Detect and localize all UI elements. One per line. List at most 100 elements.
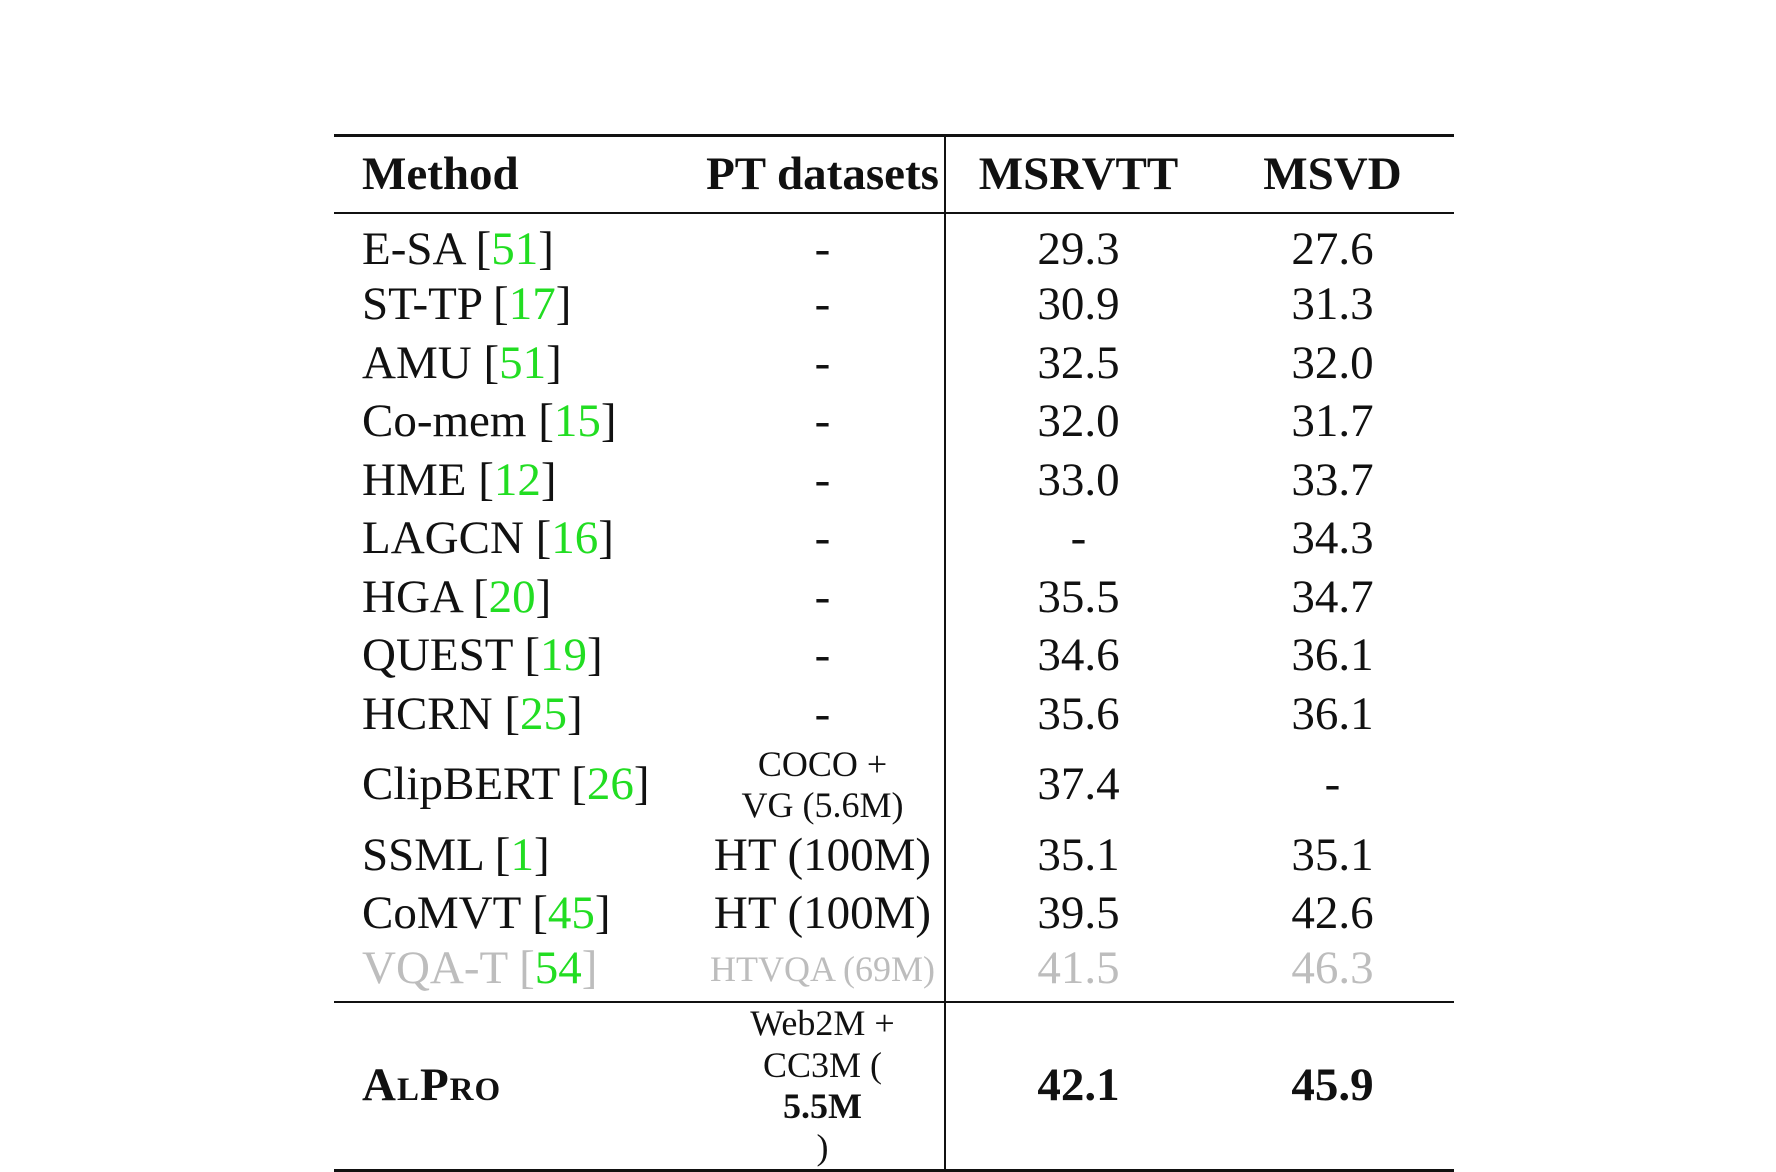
msrvtt-cell: 29.3 bbox=[1037, 223, 1120, 275]
citation-link[interactable]: 25 bbox=[520, 687, 567, 740]
msrvtt-cell: 41.5 bbox=[1037, 942, 1120, 995]
citation-link[interactable]: 16 bbox=[551, 512, 599, 565]
citation-link[interactable]: 12 bbox=[493, 453, 541, 506]
msrvtt-cell: 39.5 bbox=[1037, 887, 1120, 940]
msrvtt-cell: 35.6 bbox=[1037, 687, 1120, 740]
method-name: ClipBERT bbox=[362, 758, 560, 811]
table-row: CoMVT [45] HT (100M) 39.5 42.6 bbox=[334, 884, 1454, 944]
pt-datasets-cell: - bbox=[701, 392, 946, 452]
method-name: HGA bbox=[362, 570, 462, 623]
citation-link[interactable]: 26 bbox=[586, 758, 634, 811]
msvd-cell: 33.7 bbox=[1291, 453, 1374, 506]
pt-datasets-cell: - bbox=[701, 451, 946, 510]
method-name: QUEST bbox=[362, 629, 513, 682]
msvd-cell: 45.9 bbox=[1211, 1001, 1454, 1172]
method-name: LAGCN bbox=[362, 512, 524, 565]
method-name: HCRN bbox=[362, 687, 493, 740]
pt-datasets-cell: - bbox=[701, 334, 946, 393]
table-row: SSML [1] HT (100M) 35.1 35.1 bbox=[334, 826, 1454, 885]
table-row: E-SA [51] - 29.3 27.6 bbox=[334, 213, 1454, 276]
table-row-ours: AlPro Web2M + CC3M (5.5M) 42.1 45.9 bbox=[334, 1001, 1454, 1172]
pt-datasets-line: CC3M (5.5M) bbox=[701, 1045, 944, 1169]
table-header: Method PT datasets MSRVTT MSVD bbox=[334, 134, 1454, 214]
table-row: HME [12] - 33.0 33.7 bbox=[334, 451, 1454, 510]
pt-datasets-cell: HTVQA (69M) bbox=[701, 943, 946, 1003]
pt-datasets-line: Web2M + bbox=[750, 1003, 895, 1044]
method-cell: AlPro bbox=[334, 1001, 701, 1172]
header-msvd: MSVD bbox=[1211, 134, 1454, 214]
pt-datasets-cell: HT (100M) bbox=[701, 826, 946, 885]
method-name: ST-TP bbox=[362, 278, 482, 331]
msvd-cell: 31.7 bbox=[1291, 395, 1374, 448]
table-row: Co-mem [15] - 32.0 31.7 bbox=[334, 392, 1454, 452]
citation-link[interactable]: 54 bbox=[534, 942, 582, 995]
method-name: CoMVT bbox=[362, 887, 521, 940]
msrvtt-cell: 42.1 bbox=[945, 1001, 1211, 1172]
msvd-cell: - bbox=[1324, 758, 1341, 811]
citation-link[interactable]: 17 bbox=[508, 278, 556, 331]
pt-datasets-cell: Web2M + CC3M (5.5M) bbox=[701, 1001, 946, 1172]
pt-datasets-line: COCO + bbox=[757, 743, 888, 784]
pt-datasets-cell: - bbox=[701, 568, 946, 627]
pt-datasets-cell: - bbox=[701, 509, 946, 569]
pt-datasets-cell: HT (100M) bbox=[701, 884, 946, 944]
method-name: AMU bbox=[362, 336, 472, 389]
our-method-rows: AlPro Web2M + CC3M (5.5M) 42.1 45.9 bbox=[334, 1001, 1454, 1172]
msrvtt-cell: 30.9 bbox=[1037, 278, 1120, 331]
table-row: AMU [51] - 32.5 32.0 bbox=[334, 334, 1454, 393]
method-cell: ST-TP [17] bbox=[362, 278, 572, 331]
citation-link[interactable]: 19 bbox=[540, 629, 587, 682]
method-cell: VQA-T [54] bbox=[362, 942, 598, 995]
method-cell: Co-mem [15] bbox=[362, 395, 617, 448]
method-cell: CoMVT [45] bbox=[362, 887, 611, 940]
msrvtt-cell: 35.5 bbox=[1037, 570, 1120, 623]
method-cell: QUEST [19] bbox=[362, 629, 603, 682]
baseline-rows: E-SA [51] - 29.3 27.6 ST-TP [17] - 30.9 … bbox=[334, 213, 1454, 1003]
msvd-cell: 36.1 bbox=[1291, 629, 1374, 682]
method-cell: HGA [20] bbox=[362, 570, 552, 623]
method-cell: SSML [1] bbox=[362, 828, 550, 881]
citation-link[interactable]: 51 bbox=[499, 336, 547, 389]
method-name: Co-mem bbox=[362, 395, 527, 448]
pt-datasets-text: CC3M ( bbox=[762, 1044, 883, 1085]
pt-datasets-cell: - bbox=[701, 213, 946, 276]
msvd-cell: 31.3 bbox=[1291, 278, 1374, 331]
header-msrvtt: MSRVTT bbox=[945, 134, 1211, 214]
msvd-cell: 34.3 bbox=[1291, 512, 1374, 565]
method-name: SSML bbox=[362, 828, 484, 881]
method-cell: HME [12] bbox=[362, 453, 557, 506]
msrvtt-cell: 37.4 bbox=[1037, 758, 1120, 811]
pt-datasets-cell: - bbox=[701, 626, 946, 686]
msvd-cell: 46.3 bbox=[1291, 942, 1374, 995]
method-cell: HCRN [25] bbox=[362, 687, 583, 740]
citation-link[interactable]: 20 bbox=[488, 570, 536, 623]
method-cell: AMU [51] bbox=[362, 336, 562, 389]
pt-datasets-cell: COCO + VG (5.6M) bbox=[701, 743, 946, 827]
table-row: ST-TP [17] - 30.9 31.3 bbox=[334, 275, 1454, 335]
method-name: E-SA bbox=[362, 223, 464, 275]
citation-link[interactable]: 51 bbox=[491, 223, 539, 275]
citation-link[interactable]: 15 bbox=[553, 395, 601, 448]
msrvtt-cell: 35.1 bbox=[1037, 828, 1120, 881]
header-pt-datasets: PT datasets bbox=[701, 134, 946, 214]
header-method: Method bbox=[334, 134, 701, 214]
method-cell: LAGCN [16] bbox=[362, 512, 614, 565]
method-cell: ClipBERT [26] bbox=[362, 758, 650, 811]
pt-datasets-cell: - bbox=[701, 275, 946, 335]
citation-link[interactable]: 1 bbox=[510, 828, 534, 881]
msvd-cell: 42.6 bbox=[1291, 887, 1374, 940]
msvd-cell: 34.7 bbox=[1291, 570, 1374, 623]
table-row: HCRN [25] - 35.6 36.1 bbox=[334, 685, 1454, 744]
table-row: ClipBERT [26] COCO + VG (5.6M) 37.4 - bbox=[334, 743, 1454, 827]
msrvtt-cell: 32.5 bbox=[1037, 336, 1120, 389]
citation-link[interactable]: 45 bbox=[547, 887, 595, 940]
msrvtt-cell: 33.0 bbox=[1037, 453, 1120, 506]
method-cell: E-SA [51] bbox=[362, 223, 554, 275]
table-row: HGA [20] - 35.5 34.7 bbox=[334, 568, 1454, 627]
pt-datasets-line: VG (5.6M) bbox=[741, 785, 904, 826]
method-name: VQA-T bbox=[362, 942, 508, 995]
msrvtt-cell: - bbox=[1070, 512, 1087, 565]
table-row-greyed: VQA-T [54] HTVQA (69M) 41.5 46.3 bbox=[334, 942, 1454, 1003]
results-table: Method PT datasets MSRVTT MSVD E-SA [51]… bbox=[334, 134, 1454, 1172]
method-name: HME bbox=[362, 453, 467, 506]
